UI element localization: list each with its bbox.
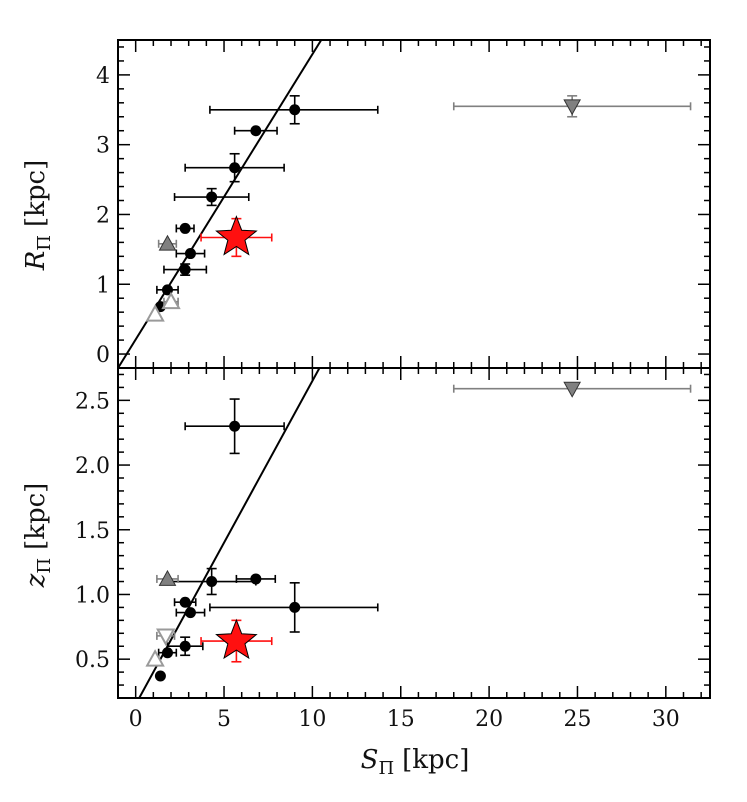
plot-area xyxy=(118,40,692,368)
data-point-circle xyxy=(229,420,241,432)
y-tick-label: 1.0 xyxy=(75,583,110,608)
x-label-sub: Π xyxy=(378,758,394,779)
y-label-sub-bottom: Π xyxy=(34,558,55,574)
axes-frame xyxy=(117,367,711,699)
x-tick-label: 15 xyxy=(387,707,415,732)
y-label-unit-bottom: [kpc] xyxy=(21,483,51,550)
y-tick-label: 1 xyxy=(96,273,110,298)
x-tick-label: 0 xyxy=(129,707,143,732)
data-point-triangle-down xyxy=(563,381,582,398)
data-point-star xyxy=(215,618,258,660)
data-point-triangle-up xyxy=(158,234,177,251)
y-tick-label: 3 xyxy=(96,134,110,159)
data-point-circle xyxy=(250,125,262,137)
plot-area xyxy=(138,368,692,698)
top-panel: 0 1 2 3 4 xyxy=(96,39,711,369)
y-axis-label-bottom: zΠ [kpc] xyxy=(21,483,55,589)
data-point-triangle-up xyxy=(158,569,177,586)
x-tick-label: 10 xyxy=(298,707,326,732)
y-axis-label-top: RΠ [kpc] xyxy=(21,160,55,272)
x-tick-label: 30 xyxy=(652,707,680,732)
y-label-sub-top: Π xyxy=(34,235,55,251)
y-tick-label: 1.5 xyxy=(75,519,110,544)
y-tick-label: 2 xyxy=(96,203,110,228)
y-tick-label: 2.5 xyxy=(75,389,110,414)
svg-text:RΠ[kpc]: RΠ [kpc] xyxy=(21,160,55,272)
data-point-triangle-up xyxy=(161,291,181,310)
y-label-main-top: R xyxy=(21,251,51,272)
x-tick-label: 25 xyxy=(563,707,591,732)
x-label-unit: [kpc] xyxy=(402,745,469,775)
y-tick-label: 0.5 xyxy=(75,648,110,673)
data-point-circle xyxy=(179,596,191,608)
data-point-circle xyxy=(154,670,166,682)
data-point-circle xyxy=(161,647,173,659)
data-point-circle xyxy=(184,607,196,619)
data-point-circle xyxy=(179,640,191,652)
x-label-main: S xyxy=(361,745,379,775)
data-point-circle xyxy=(289,601,301,613)
axes-frame xyxy=(117,39,711,369)
data-point-triangle-down xyxy=(156,628,176,646)
x-tick-label: 5 xyxy=(217,707,231,732)
data-point-circle xyxy=(206,576,218,588)
x-tick-label: 20 xyxy=(475,707,503,732)
data-point-triangle-up xyxy=(145,649,165,667)
data-point-circle xyxy=(161,284,173,296)
data-point-star xyxy=(215,215,258,256)
y-tick-label: 2.0 xyxy=(75,454,110,479)
y-label-unit-top: [kpc] xyxy=(21,160,51,227)
y-tick-label: 0 xyxy=(96,343,110,368)
y-label-main-bottom: z xyxy=(21,573,51,588)
svg-text:SΠ[kpc]: SΠ [kpc] xyxy=(361,745,470,779)
bottom-panel: 0 5 10 15 20 25 30 0.5 1.0 1.5 2.0 2.5 xyxy=(75,367,711,732)
x-axis-label: SΠ [kpc] xyxy=(361,745,470,779)
fit-line xyxy=(138,368,321,698)
data-point-circle xyxy=(179,264,191,276)
data-point-circle xyxy=(206,191,218,203)
svg-text:zΠ[kpc]: zΠ [kpc] xyxy=(21,483,55,589)
y-tick-label: 4 xyxy=(96,64,110,89)
data-point-triangle-down xyxy=(563,99,582,116)
data-point-circle xyxy=(179,222,191,234)
data-point-circle xyxy=(289,104,301,116)
data-point-triangle-up xyxy=(145,304,165,322)
data-point-circle xyxy=(184,248,196,260)
data-point-circle xyxy=(229,162,241,174)
